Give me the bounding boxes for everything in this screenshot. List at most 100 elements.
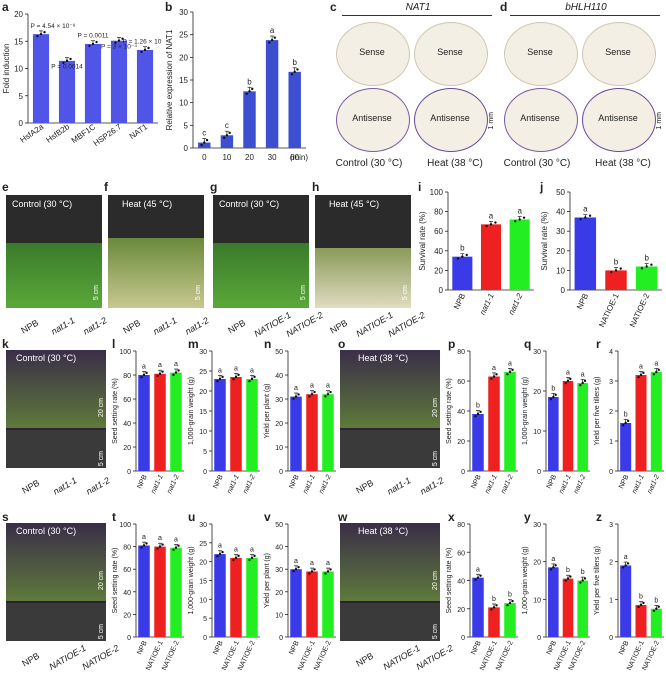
y-tick-label: 20 (457, 607, 465, 614)
data-point (637, 375, 640, 379)
scale-bar-label: 5 cm (402, 284, 409, 300)
y-tick-label: 3 (609, 522, 613, 529)
x-tick-label: NPB (575, 292, 590, 311)
genotype-label: nat1-1 (151, 315, 179, 337)
significance-letter: a (489, 211, 494, 220)
data-point (490, 608, 493, 611)
antisense-label: Antisense (430, 113, 470, 123)
y-tick-label: 40 (123, 421, 131, 428)
grain-tray (6, 603, 106, 641)
bar (635, 266, 658, 290)
y-tick-label: 15 (199, 409, 207, 416)
antisense-label: Antisense (352, 113, 392, 123)
y-axis-label: 1,000-grain weight (g) (522, 377, 529, 445)
significance-letter: b (614, 257, 619, 266)
x-tick-label: NPB (546, 640, 559, 656)
data-point (326, 570, 330, 573)
panel-label-l: l (112, 337, 116, 351)
x-tick-label: 10 (222, 153, 231, 162)
bar (220, 135, 234, 148)
data-point (294, 568, 298, 571)
scale-bar-label: 20 cm (98, 571, 105, 591)
scale-bar-label: 20 cm (432, 398, 439, 418)
panel-label-w: w (338, 510, 348, 524)
insitu-panel-c: NAT1 Sense Sense Antisense Antisense 1 m… (328, 0, 498, 175)
bar (504, 603, 516, 637)
x-tick-label: nat1-2 (166, 474, 181, 495)
bar (577, 383, 588, 471)
chart-relative-expression: 0 5 10 15 20 25 30 Relative expression of NAT1 c… (165, 8, 308, 162)
photo-g: Control (30 °C) 5 cm (213, 195, 309, 308)
data-point (310, 570, 314, 573)
significance-letter: a (234, 547, 238, 554)
x-tick-label: nat1-2 (318, 474, 333, 495)
panel-label-m: m (188, 337, 199, 351)
y-axis-label: Yield per five tillers (g) (594, 377, 601, 446)
bar (322, 571, 334, 637)
data-point (324, 572, 327, 575)
plants (340, 523, 440, 601)
data-point (156, 547, 159, 550)
data-point (250, 377, 254, 381)
y-tick-label: 10 (14, 65, 23, 74)
data-point (495, 373, 498, 376)
significance-letter: a (326, 383, 330, 390)
y-axis-label: Yield per plant (g) (264, 384, 271, 439)
data-point (652, 372, 656, 376)
photo-s: Control (30 °C) 20 cm 5 cm (6, 523, 106, 641)
p-value-annotation: P = 0.0011 (77, 33, 108, 40)
y-tick-label: 30 (199, 349, 207, 356)
significance-letter: c (225, 121, 229, 130)
y-tick-label: 100 (119, 349, 131, 356)
data-point (237, 554, 240, 558)
scale-bar-label: 20 cm (98, 398, 105, 418)
bar (452, 256, 473, 290)
data-point (234, 556, 238, 560)
photo-e: Control (30 °C) 5 cm (6, 195, 102, 308)
data-point (657, 368, 660, 372)
bar (32, 34, 50, 123)
y-axis-label: Yield per five tillers (g) (594, 546, 601, 615)
y-tick-label: 20 (275, 590, 283, 597)
condition-heat: Heat (38 °C) (427, 158, 483, 169)
panel-label-i: i (418, 180, 422, 194)
bar (230, 377, 242, 471)
significance-letter: b (247, 77, 252, 86)
data-point (564, 579, 567, 582)
bar (635, 375, 647, 471)
genotype-label: nat1-1 (385, 475, 413, 497)
bar (58, 60, 76, 123)
data-point (645, 265, 648, 268)
y-tick-label: 20 (123, 445, 131, 452)
data-point (161, 543, 164, 546)
data-point (506, 372, 509, 376)
data-point (518, 218, 521, 221)
condition-control: Control (30 °C) (503, 158, 571, 169)
chart-yield-heat-nat1: 0 1 2 3 4 Yield per five tillers (g) b NPB a nat1… (594, 349, 664, 495)
data-point (308, 395, 311, 398)
panel-label-a: a (2, 0, 9, 14)
y-tick-label: 5 (203, 449, 207, 456)
data-point (117, 39, 121, 42)
genotype-label: nat1-2 (418, 475, 446, 497)
data-point (474, 414, 477, 418)
y-axis-label: Survival rate (%) (540, 211, 549, 270)
y-tick-label: 80 (457, 522, 465, 529)
data-point (253, 554, 256, 558)
data-point (140, 50, 143, 54)
x-tick-label: NATIOE-2 (161, 640, 181, 672)
data-point (579, 581, 582, 584)
data-point (549, 568, 553, 571)
genotype-label: NPB (19, 477, 41, 496)
data-point (489, 223, 493, 226)
y-tick-label: 20 (275, 421, 283, 428)
panel-label-s: s (2, 510, 9, 524)
panel-label-x: x (448, 510, 455, 524)
y-tick-label: 50 (556, 188, 565, 197)
gene-rule (510, 15, 660, 16)
sense-label: Sense (359, 47, 385, 57)
data-point (485, 224, 488, 228)
panel-label-k: k (2, 337, 9, 351)
scale-bar-label: 5 cm (432, 450, 439, 466)
y-tick-label: 30 (179, 8, 188, 17)
